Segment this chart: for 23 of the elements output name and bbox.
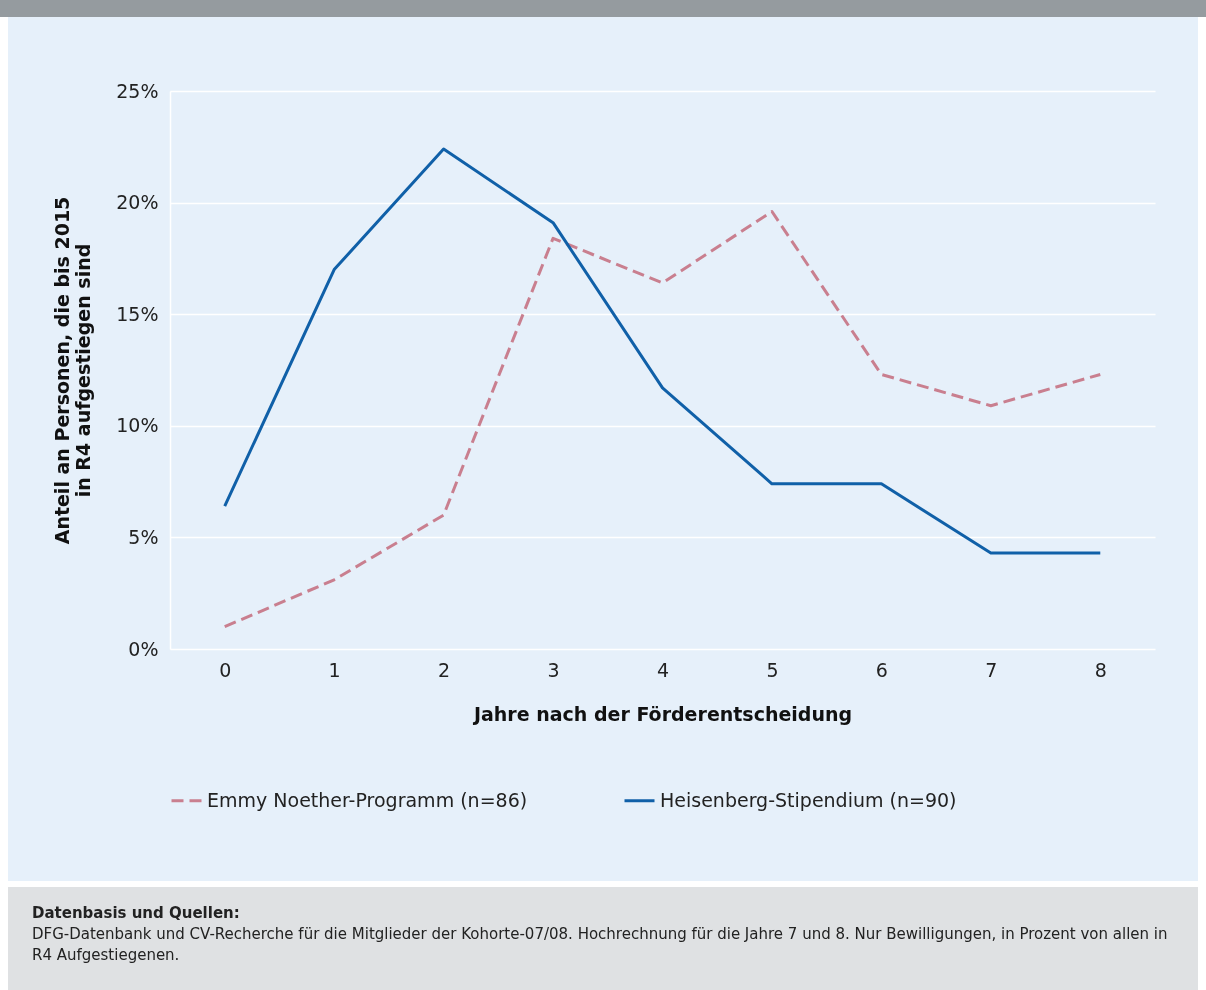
x-tick-label: 7 (985, 658, 998, 681)
y-tick-label: 15% (116, 302, 159, 325)
legend-label: Emmy Noether-Programm (n=86) (207, 788, 528, 811)
legend-label: Heisenberg-Stipendium (n=90) (660, 788, 957, 811)
x-tick-label: 0 (219, 658, 232, 681)
x-tick-label: 1 (328, 658, 341, 681)
text: DFG-Datenbank und CV-Recherche für die Mitglieder der Kohorte-07/08. Hochrechnung für die Jahre 7 und 8. Nur Bewilligungen, in Prozent von allen in R4 Aufgestiegenen. (32, 924, 1169, 966)
y-tick-label: 5% (128, 525, 159, 548)
text: Datenbasis und Quellen: (32, 903, 241, 924)
x-tick-label: 8 (1094, 658, 1107, 681)
y-tick-label: 20% (116, 191, 159, 214)
y-tick-label: 0% (128, 637, 159, 660)
x-tick-label: 6 (875, 658, 888, 681)
y-axis-title: Anteil an Personen, die bis 2015 in R4 aufgestiegen sind (51, 196, 95, 545)
line-series (223, 210, 1102, 629)
y-tick-label: 25% (116, 79, 159, 102)
x-tick-label: 3 (547, 658, 560, 681)
line-series (223, 147, 1102, 555)
x-tick-label: 4 (656, 658, 670, 681)
x-tick-label: 2 (438, 658, 451, 681)
x-axis-title: Jahre nach der Förderentscheidung (471, 702, 853, 725)
y-tick-label: 10% (116, 414, 159, 437)
x-tick-label: 5 (766, 658, 779, 681)
